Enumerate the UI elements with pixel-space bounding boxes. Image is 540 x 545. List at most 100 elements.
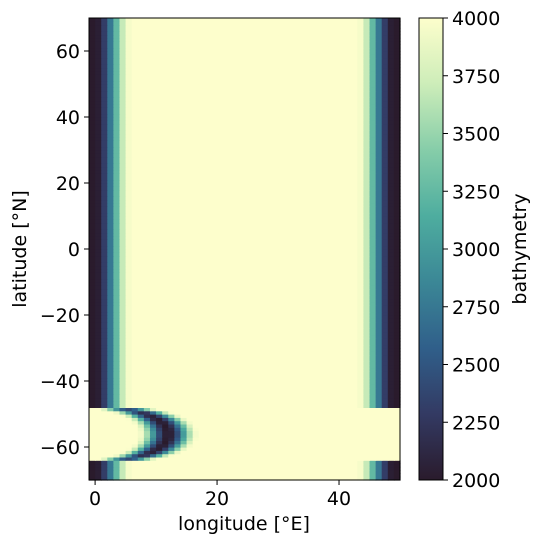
heatmap-cell: [174, 423, 182, 428]
heatmap-cell: [345, 367, 352, 372]
heatmap-cell: [265, 404, 273, 408]
heatmap-cell: [113, 169, 121, 174]
heatmap-cell: [89, 450, 96, 455]
heatmap-cell: [107, 466, 114, 471]
heatmap-cell: [156, 249, 163, 253]
heatmap-cell: [284, 258, 291, 263]
heatmap-cell: [149, 321, 157, 326]
heatmap-cell: [137, 262, 145, 267]
heatmap-cell: [217, 440, 224, 445]
heatmap-cell: [357, 291, 365, 296]
heatmap-cell: [265, 430, 273, 435]
heatmap-cell: [180, 301, 188, 306]
heatmap-cell: [247, 348, 255, 352]
heatmap-cell: [265, 433, 273, 438]
heatmap-cell: [375, 367, 383, 372]
heatmap-cell: [296, 225, 304, 230]
heatmap-cell: [271, 394, 279, 399]
heatmap-cell: [89, 173, 96, 177]
heatmap-cell: [101, 301, 108, 306]
heatmap-cell: [198, 199, 206, 204]
heatmap-cell: [381, 433, 389, 438]
heatmap-cell: [253, 222, 261, 227]
heatmap-cell: [253, 354, 261, 359]
heatmap-cell: [156, 166, 163, 171]
heatmap-cell: [113, 354, 121, 359]
heatmap-cell: [357, 420, 365, 425]
heatmap-cell: [247, 404, 255, 408]
heatmap-cell: [198, 351, 206, 356]
heatmap-cell: [198, 262, 206, 267]
heatmap-cell: [363, 440, 371, 445]
heatmap-cell: [131, 202, 139, 207]
heatmap-cell: [107, 315, 114, 319]
heatmap-cell: [393, 159, 401, 164]
heatmap-cell: [107, 374, 114, 379]
heatmap-cell: [192, 394, 200, 399]
heatmap-cell: [369, 252, 377, 257]
heatmap-cell: [95, 166, 102, 171]
heatmap-cell: [229, 450, 236, 455]
heatmap-cell: [381, 288, 389, 293]
heatmap-cell: [131, 341, 139, 346]
heatmap-cell: [192, 433, 200, 438]
heatmap-cell: [113, 258, 121, 263]
heatmap-cell: [369, 321, 377, 326]
heatmap-cell: [259, 427, 267, 432]
heatmap-cell: [174, 311, 182, 316]
heatmap-cell: [174, 282, 182, 286]
heatmap-cell: [101, 367, 108, 372]
heatmap-cell: [387, 410, 395, 415]
heatmap-cell: [393, 470, 401, 474]
heatmap-cell: [375, 433, 383, 438]
heatmap-cell: [387, 377, 395, 382]
heatmap-cell: [174, 229, 182, 234]
heatmap-cell: [284, 450, 291, 455]
heatmap-cell: [119, 348, 127, 352]
heatmap-cell: [326, 202, 334, 207]
heatmap-cell: [95, 440, 102, 445]
heatmap-cell: [119, 308, 127, 313]
heatmap-cell: [125, 450, 133, 455]
heatmap-cell: [265, 225, 273, 230]
heatmap-cell: [332, 463, 340, 468]
heatmap-cell: [339, 196, 346, 201]
heatmap-cell: [174, 249, 182, 253]
heatmap-cell: [271, 298, 279, 303]
heatmap-cell: [204, 232, 212, 237]
heatmap-cell: [351, 417, 358, 422]
heatmap-cell: [314, 410, 322, 415]
heatmap-cell: [381, 400, 389, 405]
heatmap-cell: [156, 394, 163, 399]
heatmap-cell: [143, 404, 151, 408]
heatmap-cell: [131, 272, 139, 276]
heatmap-cell: [339, 249, 346, 253]
heatmap-cell: [149, 169, 157, 174]
heatmap-cell: [131, 460, 139, 465]
heatmap-cell: [180, 460, 188, 465]
heatmap-cell: [265, 440, 273, 445]
heatmap-cell: [101, 364, 108, 369]
heatmap-cell: [381, 206, 389, 210]
heatmap-cell: [168, 476, 175, 481]
heatmap-cell: [357, 324, 365, 329]
heatmap-cell: [284, 278, 291, 283]
heatmap-cell: [326, 400, 334, 405]
heatmap-cell: [296, 173, 304, 177]
heatmap-cell: [357, 443, 365, 448]
heatmap-cell: [89, 311, 96, 316]
heatmap-cell: [217, 186, 224, 191]
heatmap-cell: [113, 308, 121, 313]
heatmap-cell: [302, 361, 310, 366]
heatmap-cell: [375, 453, 383, 458]
heatmap-cell: [290, 216, 297, 220]
heatmap-cell: [143, 463, 151, 468]
heatmap-cell: [284, 186, 291, 191]
heatmap-cell: [314, 209, 322, 214]
heatmap-cell: [186, 249, 194, 253]
heatmap-cell: [320, 381, 328, 385]
heatmap-cell: [284, 423, 291, 428]
heatmap-cell: [131, 334, 139, 339]
heatmap-cell: [284, 163, 291, 168]
heatmap-cell: [278, 183, 285, 187]
